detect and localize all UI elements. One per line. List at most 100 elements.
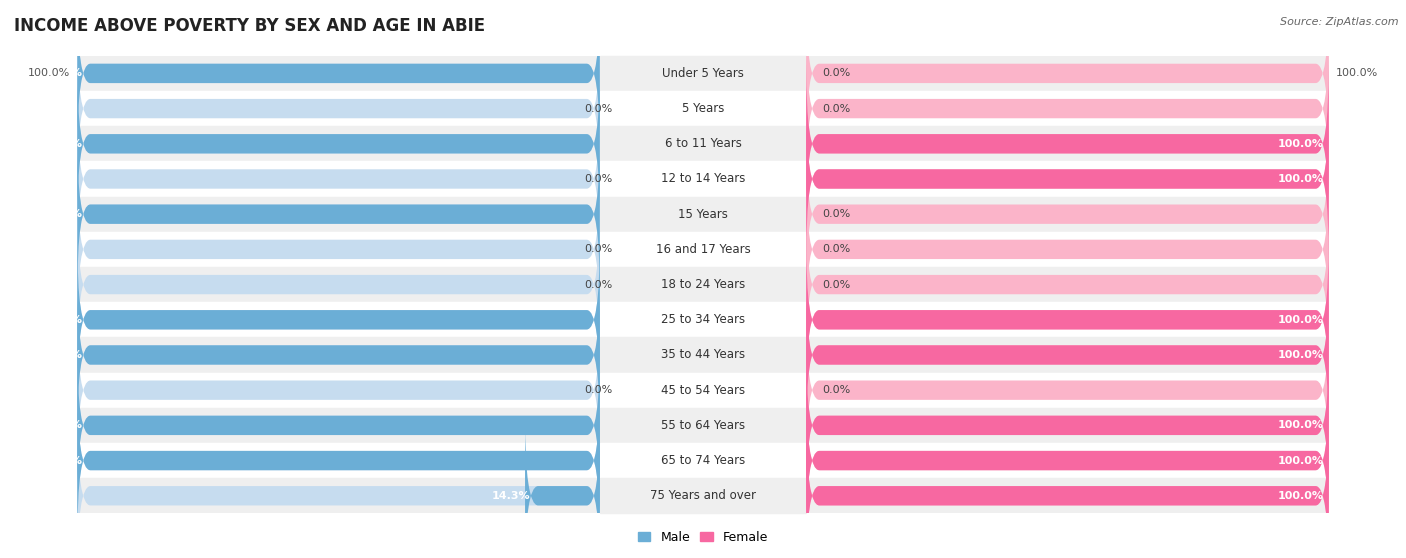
Text: 100.0%: 100.0% bbox=[1278, 315, 1323, 325]
Bar bbox=[806, 56, 1329, 91]
Text: 0.0%: 0.0% bbox=[583, 385, 613, 395]
FancyBboxPatch shape bbox=[77, 242, 600, 398]
Text: 100.0%: 100.0% bbox=[37, 209, 83, 219]
FancyBboxPatch shape bbox=[806, 242, 1329, 398]
Text: 100.0%: 100.0% bbox=[37, 139, 83, 149]
FancyBboxPatch shape bbox=[77, 136, 600, 292]
FancyBboxPatch shape bbox=[77, 100, 600, 257]
Text: INCOME ABOVE POVERTY BY SEX AND AGE IN ABIE: INCOME ABOVE POVERTY BY SEX AND AGE IN A… bbox=[14, 17, 485, 35]
Bar bbox=[77, 91, 600, 126]
FancyBboxPatch shape bbox=[806, 242, 1329, 398]
Bar bbox=[77, 373, 600, 408]
Bar bbox=[806, 408, 1329, 443]
Bar bbox=[77, 56, 600, 91]
Bar bbox=[806, 338, 1329, 373]
Text: 100.0%: 100.0% bbox=[1278, 420, 1323, 430]
FancyBboxPatch shape bbox=[806, 347, 1329, 504]
FancyBboxPatch shape bbox=[806, 347, 1329, 504]
FancyBboxPatch shape bbox=[806, 206, 1329, 363]
FancyBboxPatch shape bbox=[806, 100, 1329, 257]
Text: 75 Years and over: 75 Years and over bbox=[650, 489, 756, 502]
Bar bbox=[77, 443, 600, 478]
FancyBboxPatch shape bbox=[806, 417, 1329, 558]
Text: 100.0%: 100.0% bbox=[1278, 455, 1323, 465]
FancyBboxPatch shape bbox=[806, 277, 1329, 433]
Text: Source: ZipAtlas.com: Source: ZipAtlas.com bbox=[1281, 17, 1399, 27]
FancyBboxPatch shape bbox=[77, 30, 600, 187]
Text: 0.0%: 0.0% bbox=[823, 280, 851, 290]
FancyBboxPatch shape bbox=[77, 0, 600, 152]
FancyBboxPatch shape bbox=[77, 65, 600, 222]
Text: 0.0%: 0.0% bbox=[823, 385, 851, 395]
Text: 0.0%: 0.0% bbox=[823, 244, 851, 254]
Text: 100.0%: 100.0% bbox=[37, 420, 83, 430]
Text: 100.0%: 100.0% bbox=[28, 69, 70, 78]
FancyBboxPatch shape bbox=[77, 277, 600, 433]
Text: 0.0%: 0.0% bbox=[583, 104, 613, 114]
FancyBboxPatch shape bbox=[77, 347, 600, 504]
FancyBboxPatch shape bbox=[77, 312, 600, 469]
Text: 0.0%: 0.0% bbox=[583, 280, 613, 290]
Text: 45 to 54 Years: 45 to 54 Years bbox=[661, 384, 745, 397]
Bar bbox=[806, 478, 1329, 513]
FancyBboxPatch shape bbox=[806, 382, 1329, 539]
Text: 100.0%: 100.0% bbox=[1278, 350, 1323, 360]
Bar bbox=[77, 338, 600, 373]
FancyBboxPatch shape bbox=[77, 136, 600, 292]
Text: 100.0%: 100.0% bbox=[1278, 491, 1323, 501]
Bar bbox=[806, 267, 1329, 302]
Text: 15 Years: 15 Years bbox=[678, 208, 728, 220]
Text: 55 to 64 Years: 55 to 64 Years bbox=[661, 419, 745, 432]
Text: 35 to 44 Years: 35 to 44 Years bbox=[661, 349, 745, 362]
Text: 0.0%: 0.0% bbox=[583, 244, 613, 254]
Text: 100.0%: 100.0% bbox=[37, 315, 83, 325]
Bar bbox=[77, 408, 600, 443]
Text: 100.0%: 100.0% bbox=[37, 69, 83, 78]
FancyBboxPatch shape bbox=[806, 277, 1329, 433]
FancyBboxPatch shape bbox=[77, 382, 600, 539]
Bar bbox=[806, 232, 1329, 267]
Bar bbox=[806, 161, 1329, 196]
Bar bbox=[77, 302, 600, 338]
Text: 5 Years: 5 Years bbox=[682, 102, 724, 115]
Text: 0.0%: 0.0% bbox=[823, 104, 851, 114]
Bar bbox=[806, 373, 1329, 408]
Bar bbox=[806, 196, 1329, 232]
FancyBboxPatch shape bbox=[524, 417, 600, 558]
Text: Under 5 Years: Under 5 Years bbox=[662, 67, 744, 80]
FancyBboxPatch shape bbox=[806, 417, 1329, 558]
Text: 100.0%: 100.0% bbox=[1278, 139, 1323, 149]
FancyBboxPatch shape bbox=[77, 382, 600, 539]
FancyBboxPatch shape bbox=[77, 206, 600, 363]
FancyBboxPatch shape bbox=[77, 171, 600, 328]
FancyBboxPatch shape bbox=[806, 382, 1329, 539]
FancyBboxPatch shape bbox=[77, 242, 600, 398]
Bar bbox=[77, 232, 600, 267]
Text: 25 to 34 Years: 25 to 34 Years bbox=[661, 313, 745, 326]
FancyBboxPatch shape bbox=[806, 312, 1329, 469]
Text: 18 to 24 Years: 18 to 24 Years bbox=[661, 278, 745, 291]
Text: 16 and 17 Years: 16 and 17 Years bbox=[655, 243, 751, 256]
Text: 0.0%: 0.0% bbox=[823, 69, 851, 78]
Text: 6 to 11 Years: 6 to 11 Years bbox=[665, 137, 741, 150]
Text: 14.3%: 14.3% bbox=[492, 491, 530, 501]
FancyBboxPatch shape bbox=[806, 0, 1329, 152]
Text: 100.0%: 100.0% bbox=[1278, 174, 1323, 184]
Bar bbox=[77, 267, 600, 302]
FancyBboxPatch shape bbox=[806, 65, 1329, 222]
Bar bbox=[77, 126, 600, 161]
FancyBboxPatch shape bbox=[77, 417, 600, 558]
FancyBboxPatch shape bbox=[806, 30, 1329, 187]
Bar bbox=[806, 126, 1329, 161]
Text: 100.0%: 100.0% bbox=[1336, 69, 1378, 78]
Bar bbox=[806, 443, 1329, 478]
Bar bbox=[77, 478, 600, 513]
FancyBboxPatch shape bbox=[806, 171, 1329, 328]
FancyBboxPatch shape bbox=[77, 277, 600, 433]
Text: 0.0%: 0.0% bbox=[823, 209, 851, 219]
Text: 0.0%: 0.0% bbox=[583, 174, 613, 184]
Text: 65 to 74 Years: 65 to 74 Years bbox=[661, 454, 745, 467]
Bar bbox=[806, 91, 1329, 126]
Bar bbox=[77, 196, 600, 232]
Text: 12 to 14 Years: 12 to 14 Years bbox=[661, 172, 745, 185]
